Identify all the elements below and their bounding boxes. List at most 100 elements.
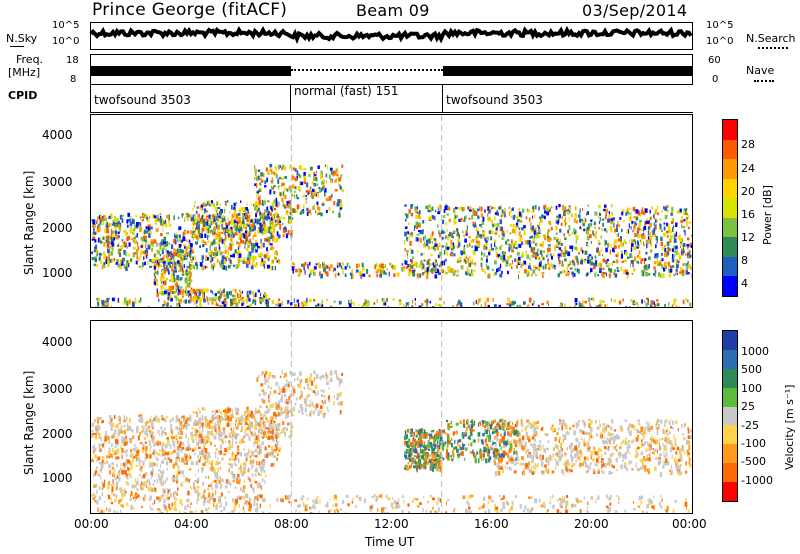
power-pixel — [234, 207, 236, 211]
velocity-pixel — [218, 422, 221, 427]
velocity-pixel — [94, 447, 97, 452]
power-pixel — [190, 230, 192, 234]
power-pixel — [318, 207, 321, 212]
power-pixel — [685, 297, 687, 301]
power-pixel — [580, 257, 584, 261]
velocity-pixel — [111, 461, 114, 465]
velocity-pixel — [215, 481, 218, 485]
power-pixel — [591, 297, 593, 301]
velocity-pixel — [112, 481, 115, 486]
power-pixel — [203, 208, 207, 212]
power-pixel — [547, 237, 551, 243]
power-pixel — [289, 187, 292, 191]
power-pixel — [675, 222, 678, 227]
power-pixel — [243, 223, 247, 229]
power-pixel — [177, 216, 180, 220]
velocity-pixel — [198, 477, 200, 482]
power-pixel — [558, 214, 561, 219]
power-pixel — [173, 272, 175, 276]
power-pixel — [484, 271, 487, 274]
power-pixel — [252, 248, 254, 253]
power-pixel — [638, 212, 642, 217]
velocity-pixel — [144, 441, 147, 444]
power-pixel — [178, 243, 182, 247]
power-pixel — [202, 218, 205, 224]
velocity-pixel — [280, 398, 283, 403]
power-pixel — [482, 268, 485, 272]
power-pixel — [434, 215, 436, 221]
velocity-pixel — [299, 378, 303, 383]
velocity-pixel — [208, 460, 211, 465]
power-pixel — [263, 200, 266, 205]
velocity-pixel — [262, 459, 265, 463]
velocity-pixel — [218, 450, 220, 454]
power-pixel — [254, 218, 256, 224]
velocity-pixel — [159, 449, 162, 452]
velocity-pixel — [219, 416, 222, 420]
velocity-pixel — [134, 492, 138, 495]
power-pixel — [463, 259, 466, 263]
power-pixel — [237, 294, 241, 298]
power-pixel — [653, 266, 656, 270]
velocity-pixel — [134, 477, 136, 483]
power-pixel — [200, 204, 204, 208]
power-pixel — [497, 212, 499, 216]
velocity-pixel — [268, 422, 270, 426]
velocity-pixel — [201, 422, 204, 426]
power-pixel — [535, 274, 537, 277]
power-pixel — [651, 300, 654, 305]
power-pixel — [219, 262, 221, 265]
power-pixel — [638, 224, 640, 230]
power-pixel — [265, 303, 269, 307]
power-pixel — [102, 222, 105, 225]
velocity-pixel — [179, 441, 183, 446]
power-pixel — [202, 265, 204, 269]
velocity-pixel — [209, 426, 212, 429]
velocity-pixel — [127, 459, 130, 464]
power-pixel — [211, 229, 215, 233]
power-pixel — [226, 223, 230, 226]
power-pixel — [610, 298, 613, 302]
power-pixel — [109, 248, 111, 253]
power-pixel — [232, 294, 234, 297]
velocity-pixel — [270, 435, 274, 440]
power-pixel — [260, 292, 262, 297]
velocity-pixel — [109, 415, 112, 420]
power-pixel — [196, 206, 200, 209]
power-pixel — [602, 300, 605, 303]
power-pixel — [676, 263, 679, 269]
velocity-pixel — [102, 483, 105, 488]
power-pixel — [652, 230, 655, 235]
velocity-pixel — [260, 460, 264, 466]
velocity-pixel — [176, 451, 180, 457]
power-pixel — [176, 232, 178, 235]
power-pixel — [520, 213, 523, 219]
power-pixel — [256, 220, 259, 225]
power-pixel — [178, 238, 181, 243]
power-pixel — [163, 221, 165, 224]
power-pixel — [233, 306, 235, 307]
power-pixel — [237, 225, 239, 230]
power-pixel — [157, 264, 160, 270]
velocity-pixel — [309, 373, 312, 378]
power-pixel — [431, 270, 434, 274]
velocity-pixel — [167, 491, 169, 496]
velocity-pixel — [194, 452, 196, 455]
power-pixel — [558, 204, 561, 207]
power-pixel — [585, 218, 587, 223]
power-pixel — [228, 231, 231, 235]
velocity-pixel — [189, 414, 192, 419]
power-pixel — [386, 298, 388, 302]
power-pixel — [204, 219, 207, 224]
power-pixel — [254, 204, 257, 208]
power-pixel — [340, 174, 342, 178]
power-pixel — [219, 292, 223, 295]
power-pixel — [138, 299, 141, 303]
velocity-pixel — [269, 425, 273, 430]
velocity-pixel — [141, 430, 144, 433]
power-pixel — [123, 301, 127, 305]
power-pixel — [458, 299, 461, 304]
power-pixel — [278, 258, 280, 262]
power-pixel — [151, 244, 155, 247]
power-pixel — [530, 227, 533, 230]
